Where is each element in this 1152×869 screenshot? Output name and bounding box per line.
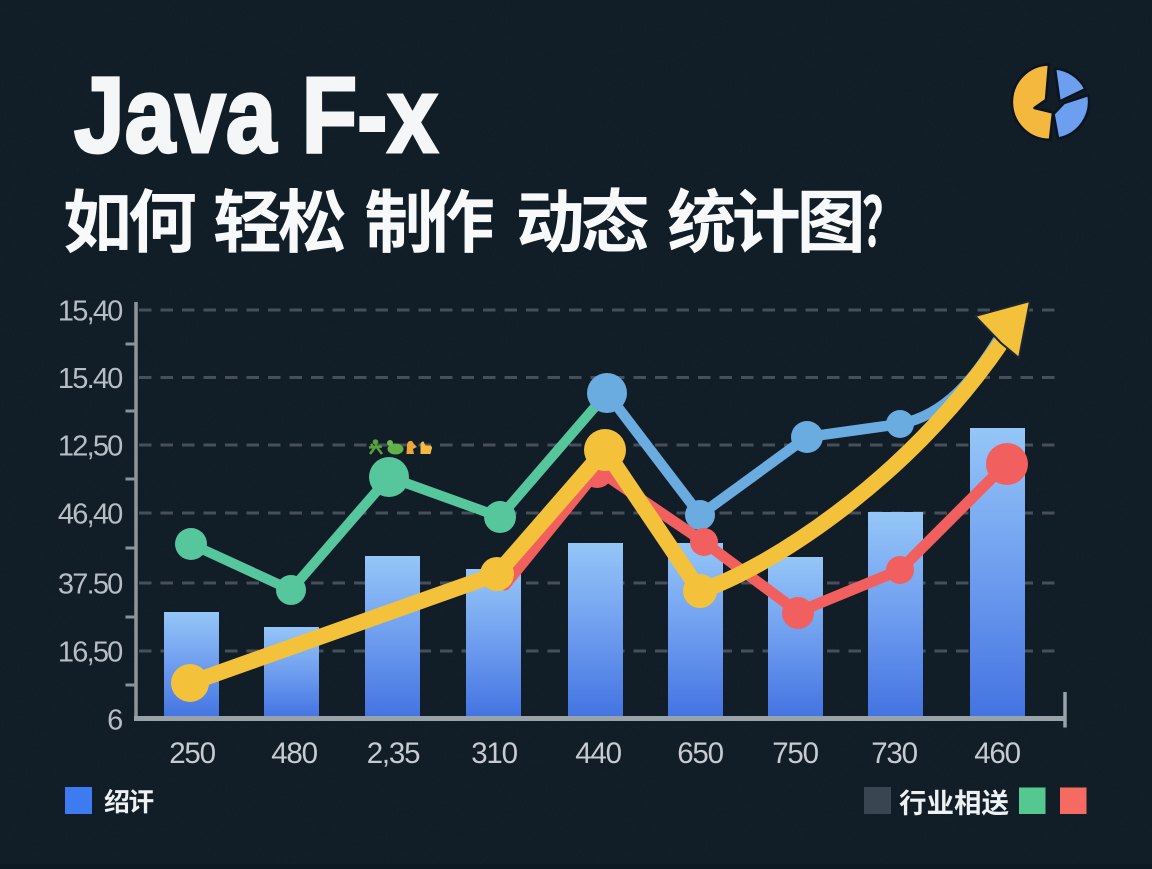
svg-text:Java F-x: Java F-x — [74, 54, 438, 175]
svg-text:15,40: 15,40 — [58, 296, 122, 328]
svg-text:440: 440 — [575, 737, 621, 770]
svg-text:650: 650 — [677, 737, 723, 770]
svg-text:250: 250 — [169, 737, 215, 770]
svg-text:46,40: 46,40 — [58, 499, 122, 531]
svg-text:15.40: 15.40 — [58, 363, 122, 395]
svg-text:460: 460 — [974, 737, 1020, 770]
svg-text:37.50: 37.50 — [58, 569, 122, 601]
svg-text:12,50: 12,50 — [58, 431, 122, 463]
svg-text:480: 480 — [271, 737, 317, 770]
svg-text:730: 730 — [871, 737, 917, 770]
svg-text:6: 6 — [107, 705, 122, 737]
svg-text:310: 310 — [471, 737, 517, 770]
svg-text:16,50: 16,50 — [58, 637, 122, 669]
svg-text:2,35: 2,35 — [367, 737, 420, 770]
svg-text:750: 750 — [772, 737, 818, 770]
